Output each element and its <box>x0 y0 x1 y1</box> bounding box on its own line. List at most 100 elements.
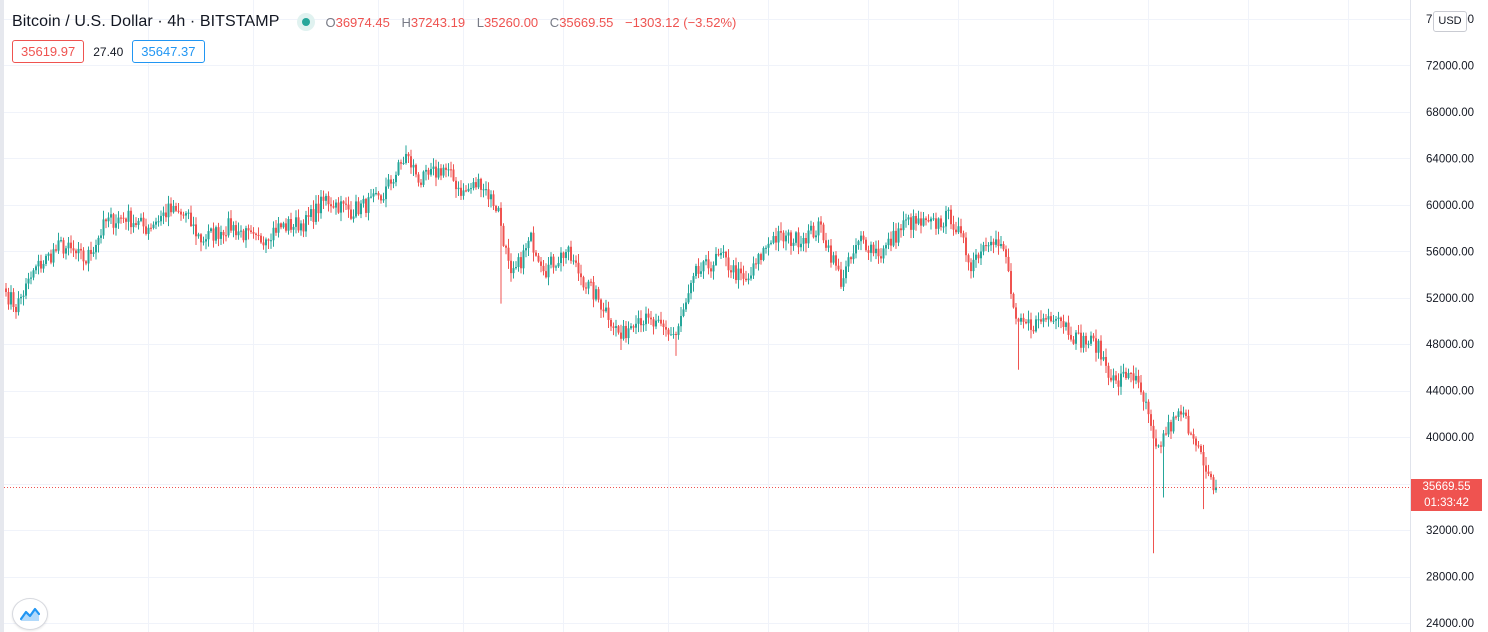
candle-body <box>837 265 840 270</box>
candle-body <box>172 205 175 213</box>
candle-body <box>882 248 885 259</box>
candle-body <box>365 198 367 213</box>
candle-body <box>742 273 745 279</box>
candle-body <box>940 218 942 228</box>
candle-body <box>517 257 520 268</box>
candle-body <box>390 179 392 184</box>
candle-body <box>777 231 780 243</box>
candle-body <box>612 326 615 328</box>
candle-body <box>815 235 817 238</box>
candle-body <box>790 232 792 246</box>
candle-body <box>785 235 787 242</box>
candle-body <box>1160 445 1162 447</box>
candle-body <box>382 199 385 201</box>
candle-body <box>1015 307 1017 319</box>
candle-body <box>960 226 962 234</box>
candle-body <box>1087 343 1090 345</box>
candle-body <box>92 252 95 254</box>
candle-body <box>272 227 275 241</box>
candle-body <box>377 193 380 196</box>
currency-button[interactable]: USD <box>1433 11 1467 32</box>
candle-body <box>920 218 922 226</box>
candle-body <box>670 334 672 336</box>
candle-body <box>410 156 412 168</box>
candle-body <box>1090 335 1092 344</box>
candle-body <box>667 329 670 335</box>
candle-body <box>632 326 635 328</box>
candle-body <box>1107 365 1110 378</box>
candle-body <box>80 248 82 251</box>
candle-body <box>50 253 52 263</box>
candle-body <box>732 265 735 273</box>
candle-body <box>797 232 800 248</box>
candle-body <box>72 248 75 251</box>
candle-body <box>1142 392 1145 402</box>
candle-body <box>595 289 597 300</box>
candle-body <box>380 195 382 201</box>
candle-body <box>802 237 805 244</box>
candle-body <box>510 260 512 274</box>
candle-body <box>240 230 242 232</box>
candle-body <box>447 169 450 171</box>
price-tick-label: 60000.00 <box>1426 200 1474 212</box>
candle-body <box>475 182 477 188</box>
candle-body <box>37 260 40 267</box>
candle-body <box>312 209 315 222</box>
candle-body <box>1100 340 1102 360</box>
candle-body <box>917 218 920 224</box>
candle-body <box>47 253 50 256</box>
candle-body <box>355 201 357 217</box>
trade-bar: 35619.97 27.40 35647.37 <box>12 40 205 63</box>
candle-body <box>330 204 332 207</box>
sell-price-button[interactable]: 35619.97 <box>12 40 85 63</box>
candle-body <box>397 162 400 175</box>
candle-body <box>522 250 525 269</box>
candle-body <box>1115 375 1117 381</box>
symbol-title[interactable]: Bitcoin / U.S. Dollar · 4h · BITSTAMP <box>12 13 280 30</box>
candle-body <box>1182 412 1185 415</box>
candle-body <box>277 223 280 233</box>
candle-body <box>1007 256 1010 272</box>
candle-body <box>1040 319 1042 322</box>
candle-body <box>1145 401 1147 403</box>
candle-body <box>965 237 967 256</box>
buy-price-button[interactable]: 35647.37 <box>132 40 205 63</box>
candle-body <box>780 231 782 233</box>
candle-body <box>660 319 662 324</box>
candle-body <box>865 239 867 251</box>
candle-body <box>770 242 772 244</box>
candle-body <box>505 245 507 248</box>
candle-body <box>90 249 92 254</box>
candle-body <box>422 171 425 185</box>
candle-body <box>1062 321 1065 327</box>
candle-body <box>762 248 765 260</box>
candle-body <box>635 323 637 328</box>
candle-body <box>1005 249 1007 257</box>
candle-body <box>1122 371 1125 374</box>
candle-body <box>35 266 37 271</box>
candle-body <box>1085 335 1087 345</box>
tradingview-logo-icon[interactable] <box>12 598 48 630</box>
candle-body <box>117 217 120 224</box>
candle-body <box>817 221 820 236</box>
candle-body <box>352 216 355 219</box>
candle-body <box>822 224 825 241</box>
candle-body <box>685 302 687 310</box>
candle-body <box>255 233 257 235</box>
candle-body <box>1092 335 1095 339</box>
candle-body <box>967 255 970 263</box>
candle-body <box>407 153 410 157</box>
low-value: 35260.00 <box>483 14 539 30</box>
candle-body <box>842 278 845 287</box>
candle-body <box>1135 375 1137 381</box>
candle-body <box>905 219 907 221</box>
candle-body <box>465 190 467 192</box>
candle-body <box>182 214 185 216</box>
candle-body <box>740 268 742 274</box>
candle-body <box>727 257 730 271</box>
candle-body <box>200 234 202 243</box>
candle-body <box>980 251 982 259</box>
last-price-value: 35669.55 <box>1422 481 1471 493</box>
candle-body <box>155 221 157 225</box>
